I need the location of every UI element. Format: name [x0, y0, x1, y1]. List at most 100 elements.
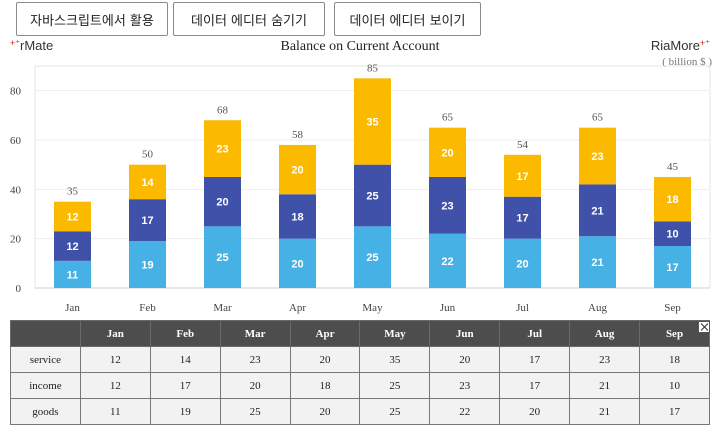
table-cell[interactable]: 21 [569, 398, 641, 425]
table-cell[interactable]: 20 [289, 398, 361, 425]
table-cell[interactable]: 20 [219, 372, 291, 399]
total-label: 85 [367, 62, 379, 74]
total-label: 45 [667, 161, 679, 173]
table-cell[interactable]: 17 [499, 346, 571, 373]
table-cell[interactable]: 17 [149, 372, 221, 399]
table-cell[interactable]: 19 [149, 398, 221, 425]
table-cell[interactable]: 25 [359, 372, 431, 399]
table-column-header: Jul [499, 320, 571, 347]
x-tick-label: Jan [65, 302, 80, 314]
bar-service [279, 144, 316, 195]
table-row-header: income [10, 372, 81, 399]
bar-income [429, 177, 466, 234]
use-in-javascript-button[interactable]: 자바스크립트에서 활용 [16, 2, 168, 36]
brand-logo-right: RiaMore+⁺ [651, 38, 710, 53]
bar-goods [279, 238, 316, 288]
table-cell[interactable]: 20 [289, 346, 361, 373]
bar-service [504, 154, 541, 197]
data-label: 25 [216, 252, 228, 264]
table-column-header: Apr [289, 320, 361, 347]
bar-service [354, 78, 391, 165]
chart-title: Balance on Current Account [280, 39, 440, 54]
bar-service [429, 127, 466, 177]
bar-goods [654, 246, 691, 288]
table-row-header: goods [10, 398, 81, 425]
data-label: 22 [441, 256, 453, 268]
x-tick-label: Apr [289, 302, 306, 314]
data-label: 18 [291, 211, 303, 223]
table-cell[interactable]: 25 [359, 398, 431, 425]
bar-goods [504, 238, 541, 288]
y-tick-label: 40 [10, 184, 22, 196]
close-icon[interactable] [698, 321, 710, 333]
table-cell[interactable]: 10 [639, 372, 710, 399]
bar-income [279, 194, 316, 239]
table-cell[interactable]: 20 [429, 346, 501, 373]
table-cell[interactable]: 23 [569, 346, 641, 373]
bar-income [504, 196, 541, 239]
table-cell[interactable]: 12 [79, 346, 151, 373]
table-cell[interactable]: 22 [429, 398, 501, 425]
data-label: 25 [366, 252, 378, 264]
bar-income [204, 177, 241, 227]
x-tick-label: Feb [139, 302, 156, 314]
y-tick-label: 0 [16, 283, 22, 295]
x-tick-label: Jul [516, 302, 529, 314]
data-label: 20 [291, 165, 303, 177]
table-cell[interactable]: 12 [79, 372, 151, 399]
table-cell[interactable]: 17 [499, 372, 571, 399]
x-tick-label: May [362, 302, 383, 314]
plus-icon: +⁺ [699, 38, 710, 48]
bar-goods [204, 226, 241, 288]
y-tick-label: 60 [10, 135, 22, 147]
table-cell[interactable]: 11 [79, 398, 151, 425]
table-cell[interactable]: 18 [639, 346, 710, 373]
chart-unit: ( billion $ ) [662, 56, 712, 68]
table-cell[interactable]: 17 [639, 398, 710, 425]
data-label: 21 [591, 205, 603, 217]
data-label: 21 [591, 257, 603, 269]
table-cell[interactable]: 25 [219, 398, 291, 425]
data-label: 12 [66, 241, 78, 253]
data-label: 23 [591, 151, 603, 163]
table-cell[interactable]: 21 [569, 372, 641, 399]
brand-logo-left: +⁺rMate [10, 38, 53, 53]
table-cell[interactable]: 23 [219, 346, 291, 373]
data-label: 20 [516, 258, 528, 270]
data-editor: Jan Feb Mar Apr May Jun Jul Aug Sep service 12 14 2… [10, 320, 710, 425]
show-data-editor-button[interactable]: 데이터 에디터 보이기 [334, 2, 481, 36]
data-label: 17 [141, 215, 153, 227]
table-row-header: service [10, 346, 81, 373]
data-label: 20 [441, 147, 453, 159]
bar-goods [429, 233, 466, 288]
bar-goods [579, 236, 616, 288]
toolbar: 자바스크립트에서 활용 데이터 에디터 숨기기 데이터 에디터 보이기 [0, 0, 720, 40]
table-column-header: May [359, 320, 431, 347]
total-label: 65 [442, 112, 454, 124]
bar-income [129, 199, 166, 242]
data-editor-table: Jan Feb Mar Apr May Jun Jul Aug Sep service 12 14 2… [10, 320, 710, 425]
table-cell[interactable]: 18 [289, 372, 361, 399]
table-cell[interactable]: 23 [429, 372, 501, 399]
data-label: 35 [366, 117, 378, 129]
hide-data-editor-button[interactable]: 데이터 에디터 숨기기 [173, 2, 325, 36]
table-corner-cell [10, 320, 81, 347]
data-label: 20 [216, 197, 228, 209]
x-tick-label: Mar [213, 302, 232, 314]
bar-income [54, 231, 91, 261]
table-cell[interactable]: 20 [499, 398, 571, 425]
data-label: 17 [516, 171, 528, 183]
table-column-header: Aug [569, 320, 641, 347]
table-cell[interactable]: 14 [149, 346, 221, 373]
table-column-header: Jun [429, 320, 501, 347]
table-column-header: Mar [219, 320, 291, 347]
data-label: 23 [441, 200, 453, 212]
data-label: 23 [216, 144, 228, 156]
stacked-bar-chart: 0 20 40 60 80 11 12 12 35 Jan 19 17 14 50 Feb 25 20 23 68 M… [10, 62, 711, 314]
table-row: service 12 14 23 20 35 20 17 23 18 [10, 346, 710, 373]
table-cell[interactable]: 35 [359, 346, 431, 373]
data-label: 10 [666, 229, 678, 241]
total-label: 50 [142, 149, 154, 161]
bar-income [354, 164, 391, 227]
data-label: 17 [516, 213, 528, 225]
